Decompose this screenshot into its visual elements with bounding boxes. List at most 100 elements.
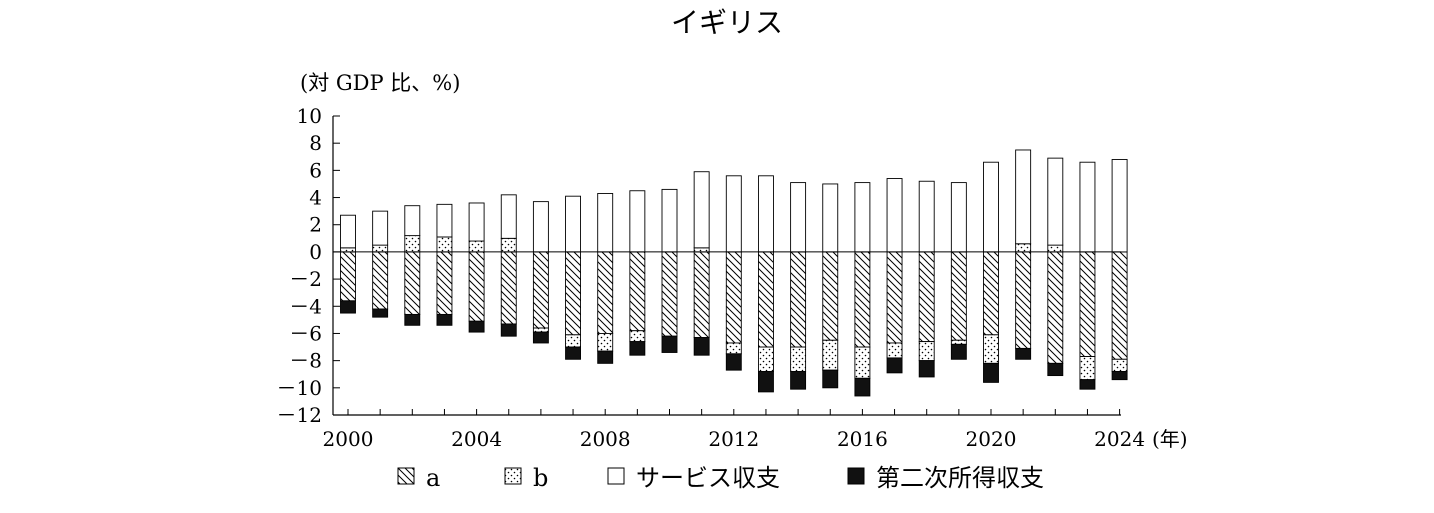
y-ticks: 10 8 6 4 2 0 －2 －4 －6 －8 －10 －12 — [277, 104, 340, 427]
legend-label: a — [426, 464, 440, 492]
bar-black-2020 — [983, 362, 999, 383]
bar-black-2001 — [372, 308, 389, 318]
bar-black-2024 — [1111, 371, 1128, 381]
bar-white-2018 — [918, 180, 935, 253]
bar-hatch-2014 — [790, 251, 807, 348]
bar-dots-2006 — [532, 327, 549, 333]
bar-black-2002 — [404, 313, 421, 326]
legend-label: 第二次所得収支 — [876, 464, 1044, 492]
legend: a b サービス収支 第二次所得収支 — [397, 464, 1044, 492]
bar-black-2003 — [436, 313, 453, 326]
bar-dots-2011 — [693, 247, 710, 253]
legend-swatch — [847, 467, 865, 485]
y-tick-label: －6 — [289, 321, 322, 345]
legend-label: サービス収支 — [636, 464, 780, 492]
bar-hatch-2019 — [950, 251, 967, 341]
bar-dots-2005 — [500, 237, 517, 253]
bar-black-2010 — [661, 335, 678, 353]
bar-dots-2014 — [790, 346, 807, 372]
bar-white-2006 — [532, 201, 549, 253]
bar-white-2014 — [790, 182, 807, 253]
bar-black-2000 — [340, 300, 356, 314]
y-tick-label: 2 — [309, 213, 322, 237]
bar-hatch-2021 — [1015, 251, 1032, 349]
bar-black-2015 — [822, 369, 839, 389]
bar-dots-2018 — [918, 341, 935, 362]
legend-swatch — [607, 467, 625, 485]
bar-black-2006 — [532, 331, 549, 344]
bar-dots-2024 — [1111, 358, 1128, 372]
bar-white-2010 — [661, 188, 678, 253]
x-tick-label: 2024 — [1094, 427, 1145, 451]
bar-hatch-2011 — [693, 251, 710, 338]
bar-white-2008 — [597, 193, 614, 253]
bar-hatch-2006 — [532, 251, 549, 329]
bar-dots-2007 — [565, 334, 581, 348]
bar-hatch-2001 — [372, 251, 389, 310]
x-tick-label: 2016 — [837, 427, 888, 451]
y-tick-label: 10 — [297, 104, 322, 128]
bar-white-2000 — [340, 214, 356, 249]
bar-dots-2003 — [436, 236, 453, 253]
bar-black-2005 — [500, 323, 517, 337]
x-tick-label: 2020 — [966, 427, 1017, 451]
bar-hatch-2018 — [918, 251, 935, 343]
bar-dots-2015 — [822, 339, 839, 371]
bar-black-2018 — [918, 360, 935, 378]
bar-hatch-2002 — [404, 251, 421, 315]
legend-item-black: 第二次所得収支 — [847, 464, 1044, 492]
bar-black-2011 — [693, 337, 710, 356]
bar-black-2007 — [565, 346, 581, 360]
legend-swatch — [397, 467, 415, 485]
bar-hatch-2013 — [758, 251, 774, 348]
bar-white-2023 — [1079, 161, 1096, 253]
y-tick-label: －8 — [289, 349, 322, 373]
bar-dots-2000 — [340, 247, 356, 253]
bar-white-2021 — [1015, 149, 1032, 245]
bar-hatch-2024 — [1111, 251, 1128, 360]
bar-hatch-2023 — [1079, 251, 1096, 358]
y-tick-label: －12 — [277, 403, 322, 427]
x-tick-label: 2012 — [708, 427, 759, 451]
bar-white-2011 — [693, 171, 710, 249]
bar-hatch-2007 — [565, 251, 581, 336]
bar-hatch-2022 — [1047, 251, 1064, 364]
bar-white-2005 — [500, 194, 517, 239]
x-tick-label: 2008 — [580, 427, 631, 451]
bar-dots-2020 — [983, 334, 999, 364]
bar-black-2012 — [725, 353, 742, 371]
bar-dots-2008 — [597, 333, 614, 352]
bar-white-2017 — [886, 178, 903, 253]
bar-black-2023 — [1079, 379, 1096, 390]
bar-hatch-2008 — [597, 251, 614, 334]
bar-dots-2016 — [854, 346, 871, 379]
bar-black-2016 — [854, 377, 871, 397]
legend-item-dots: b — [504, 464, 548, 492]
bar-black-2008 — [597, 350, 614, 364]
y-tick-label: 4 — [309, 186, 322, 210]
legend-swatch — [504, 467, 522, 485]
bar-black-2019 — [950, 343, 967, 360]
bar-hatch-2005 — [500, 251, 517, 325]
bar-dots-2012 — [725, 342, 742, 355]
y-tick-label: 0 — [309, 240, 322, 264]
bar-white-2015 — [822, 183, 839, 253]
bar-dots-2009 — [629, 330, 646, 343]
bar-white-2024 — [1111, 159, 1128, 253]
bar-hatch-2004 — [468, 251, 485, 322]
x-tick-label: 2004 — [451, 427, 502, 451]
bar-black-2021 — [1015, 347, 1032, 360]
bar-dots-2002 — [404, 235, 421, 253]
bar-black-2009 — [629, 341, 646, 356]
bar-white-2003 — [436, 203, 453, 238]
bar-dots-2017 — [886, 342, 903, 359]
y-tick-label: －10 — [277, 376, 322, 400]
x-ticks: 2000 2004 2008 2012 2016 2020 2024 — [323, 409, 1145, 451]
bar-white-2002 — [404, 205, 421, 237]
bar-dots-2022 — [1047, 244, 1064, 253]
bar-dots-2023 — [1079, 356, 1096, 381]
bar-dots-2001 — [372, 244, 389, 253]
x-axis-unit-label: (年) — [1152, 427, 1188, 451]
bar-dots-2004 — [468, 240, 485, 253]
bar-black-2022 — [1047, 362, 1064, 377]
